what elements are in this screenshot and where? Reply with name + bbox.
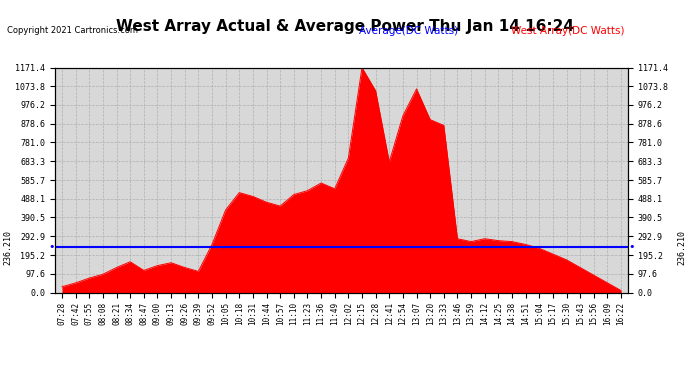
Text: •: • xyxy=(628,242,634,252)
Text: West Array Actual & Average Power Thu Jan 14 16:24: West Array Actual & Average Power Thu Ja… xyxy=(116,19,574,34)
Text: 236.210: 236.210 xyxy=(678,230,687,265)
Text: Copyright 2021 Cartronics.com: Copyright 2021 Cartronics.com xyxy=(7,26,138,35)
Text: West Array(DC Watts): West Array(DC Watts) xyxy=(511,26,624,36)
Text: 236.210: 236.210 xyxy=(3,230,12,265)
Text: •: • xyxy=(49,242,55,252)
Text: Average(DC Watts): Average(DC Watts) xyxy=(359,26,458,36)
